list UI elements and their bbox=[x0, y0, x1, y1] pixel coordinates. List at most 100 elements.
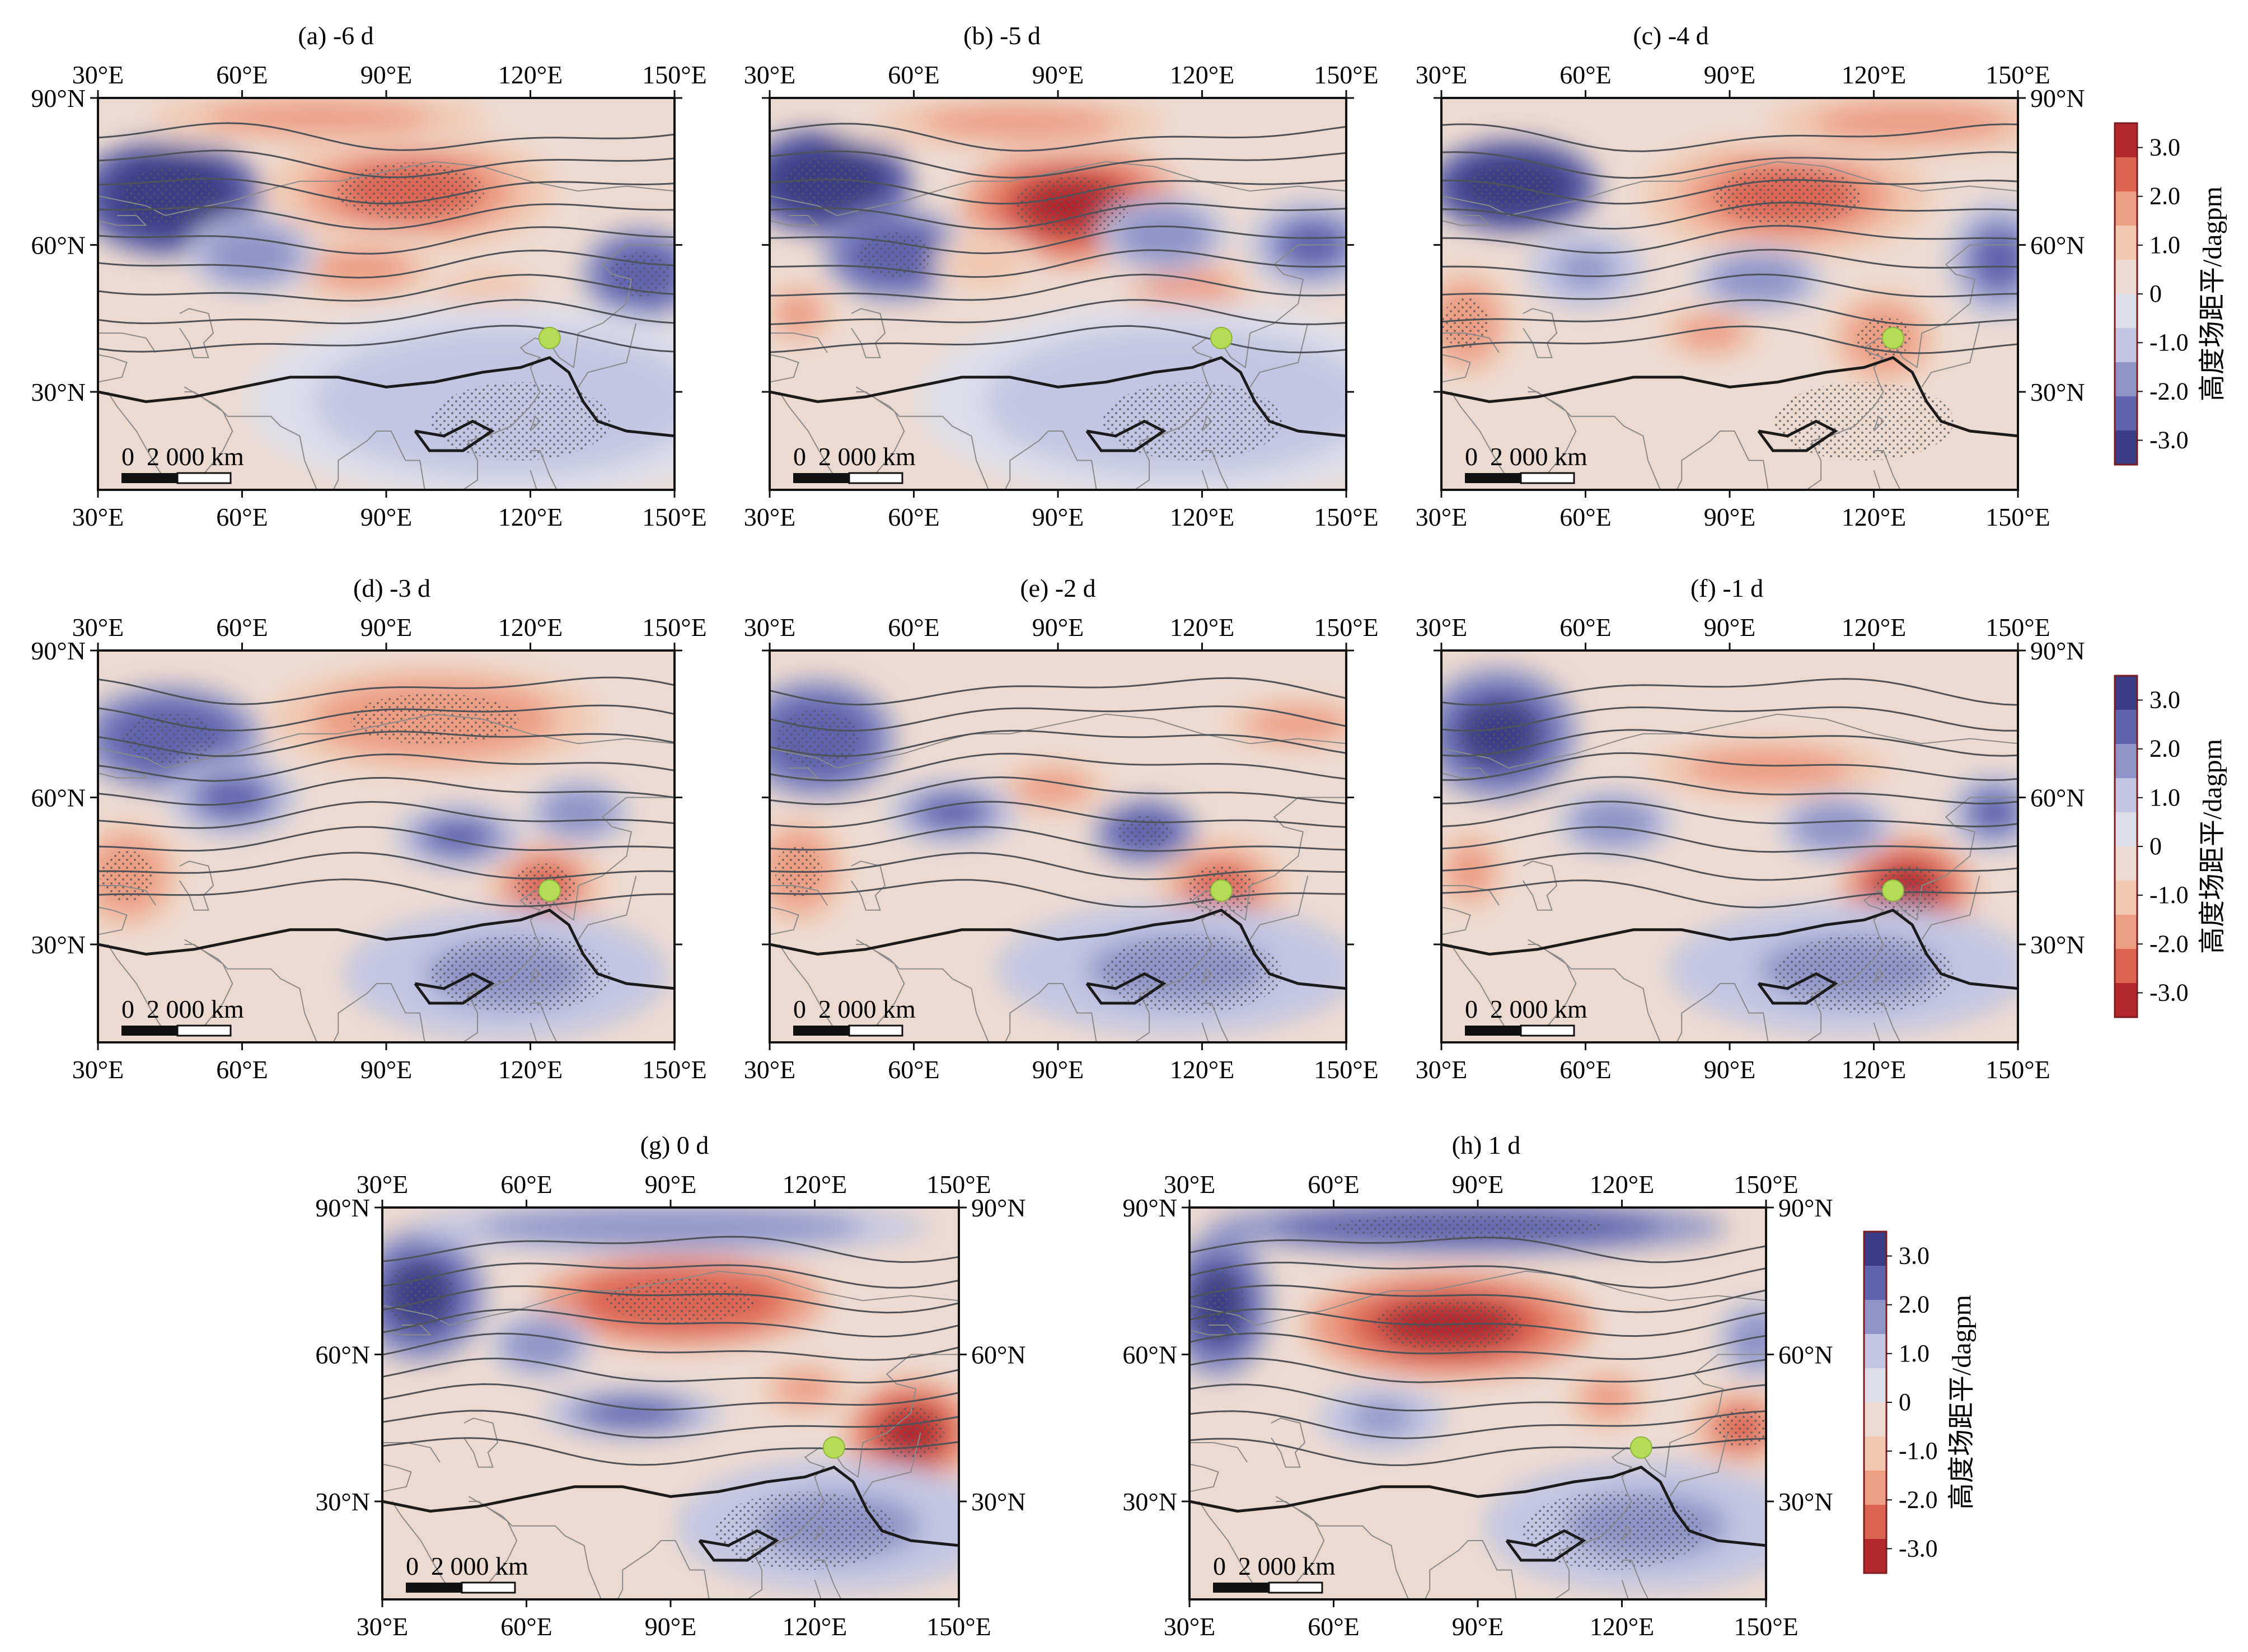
height-contour-2 bbox=[770, 179, 1346, 205]
lon-tick-label-bottom: 30°E bbox=[72, 503, 124, 531]
colorbar-title: 高度场距平/dagpm bbox=[2198, 739, 2227, 954]
lon-tick-label-bottom: 150°E bbox=[1314, 1055, 1379, 1084]
lat-tick-label-left: 60°N bbox=[315, 1341, 370, 1369]
coastline-3 bbox=[1921, 876, 1980, 940]
lon-tick-label-bottom: 60°E bbox=[1559, 1055, 1612, 1084]
coastline-6 bbox=[1201, 450, 1229, 490]
height-contour-4 bbox=[98, 226, 675, 255]
coastline-4 bbox=[1201, 967, 1213, 984]
coastline-3 bbox=[1249, 323, 1309, 387]
lon-tick-label-top: 120°E bbox=[1842, 60, 1907, 89]
anomaly-field bbox=[98, 666, 669, 1040]
colorbar-segment bbox=[2115, 226, 2137, 260]
lon-tick-label-bottom: 60°E bbox=[888, 1055, 940, 1084]
height-contour-2 bbox=[1441, 179, 2018, 205]
bold-contour-1 bbox=[1085, 419, 1167, 452]
coastlines bbox=[1441, 713, 2018, 1042]
colorbar-segment bbox=[1864, 1368, 1886, 1403]
colorbar-tick-label: -1.0 bbox=[2149, 881, 2189, 909]
colorbar-segment bbox=[2115, 294, 2137, 329]
panel-f-title: (f) -1 d bbox=[1690, 574, 1763, 602]
height-contour-3 bbox=[98, 203, 675, 230]
lat-tick-label-right: 60°N bbox=[2030, 231, 2085, 260]
panel-g: 0 2 000 km 30°E 30°E 60°E 60°E 90°E 90°E 120°E 12… bbox=[315, 1131, 1025, 1641]
panel-d-title: (d) -3 d bbox=[353, 574, 430, 602]
scale-bar: 0 2 000 km bbox=[1213, 1552, 1336, 1594]
coastline-3 bbox=[1669, 1433, 1729, 1497]
height-contour-6 bbox=[770, 826, 1346, 852]
height-contours bbox=[770, 677, 1346, 1005]
coastline-9 bbox=[1441, 767, 1491, 779]
coastlines bbox=[1189, 1270, 1766, 1599]
stipple-region-3 bbox=[1441, 298, 1489, 349]
scale-bar-label: 2 000 km bbox=[818, 442, 916, 471]
coastline-7 bbox=[1189, 1270, 1766, 1326]
lon-tick-label-top: 150°E bbox=[1734, 1170, 1799, 1199]
coastline-2 bbox=[1527, 797, 2018, 1042]
lon-tick-label-top: 30°E bbox=[357, 1170, 409, 1199]
anomaly-7-level-3 bbox=[785, 302, 812, 325]
scale-bar-zero: 0 bbox=[1465, 442, 1478, 471]
anomaly-6-level-3 bbox=[232, 243, 271, 266]
scale-bar-white bbox=[176, 472, 232, 484]
scale-bar-white bbox=[461, 1581, 516, 1594]
lon-tick-label-top: 150°E bbox=[926, 1170, 991, 1199]
lon-tick-label-top: 60°E bbox=[216, 60, 268, 89]
height-contour-2 bbox=[98, 731, 675, 757]
lon-tick-label-top: 90°E bbox=[1452, 1170, 1504, 1199]
height-contours bbox=[1189, 1237, 1766, 1562]
colorbar-segment bbox=[2115, 191, 2137, 226]
stipple-region-3 bbox=[1333, 1214, 1603, 1240]
lon-tick-label-top: 150°E bbox=[1985, 60, 2050, 89]
scale-bar-black bbox=[1465, 1026, 1521, 1036]
lon-tick-label-bottom: 30°E bbox=[357, 1612, 409, 1641]
scale-bar-zero: 0 bbox=[406, 1552, 419, 1580]
bold-contour-1 bbox=[698, 1529, 779, 1562]
stipple-region-3 bbox=[1117, 816, 1172, 848]
lon-tick-label-bottom: 30°E bbox=[1164, 1612, 1216, 1641]
anomaly-6-level-3 bbox=[1983, 242, 2015, 278]
lat-tick-label-right: 60°N bbox=[1778, 1341, 1833, 1369]
height-contour-4 bbox=[1441, 776, 2018, 805]
height-contour-8 bbox=[1189, 1438, 1766, 1466]
stipple-region-0 bbox=[123, 713, 217, 764]
stipple-region-south bbox=[1774, 934, 1954, 1013]
anomaly-5-level-3 bbox=[1745, 1328, 1766, 1352]
colorbar-tick-label: -2.0 bbox=[2149, 377, 2189, 405]
colorbar-segment bbox=[2115, 949, 2137, 984]
colorbar-tick-label: -3.0 bbox=[2149, 979, 2189, 1006]
coastline-7 bbox=[382, 1270, 959, 1326]
anomaly-5-level-3 bbox=[788, 1379, 823, 1399]
colorbar-segment bbox=[2115, 123, 2137, 158]
colorbar-tick-label: 2.0 bbox=[2149, 182, 2180, 210]
panel-c: 0 2 000 km 30°E 30°E 60°E 60°E 90°E 90°E 120°E 12… bbox=[1416, 21, 2085, 531]
lon-tick-label-top: 90°E bbox=[360, 613, 413, 642]
coastline-7 bbox=[770, 161, 1346, 217]
height-contour-8 bbox=[1441, 325, 2018, 354]
height-contour-2 bbox=[98, 177, 675, 205]
colorbar-segment bbox=[2115, 983, 2137, 1018]
lat-tick-label-left: 60°N bbox=[1122, 1341, 1177, 1369]
height-contour-0 bbox=[382, 1236, 959, 1263]
stipple-region-1 bbox=[1874, 865, 1941, 916]
lon-tick-label-bottom: 120°E bbox=[1842, 503, 1907, 531]
colorbar-segment bbox=[2115, 846, 2137, 881]
panel-g-map-body: 0 2 000 km bbox=[382, 1208, 959, 1599]
bold-contour-1 bbox=[1757, 419, 1838, 452]
coastline-7 bbox=[770, 713, 1346, 769]
scale-bar: 0 2 000 km bbox=[121, 995, 244, 1037]
panel-g-title: (g) 0 d bbox=[640, 1131, 709, 1159]
colorbar-tick-label: -1.0 bbox=[1899, 1437, 1938, 1464]
scale-bar-black bbox=[1465, 473, 1521, 483]
lon-tick-label-top: 30°E bbox=[1164, 1170, 1216, 1199]
lat-tick-label-left: 90°N bbox=[315, 1194, 370, 1222]
bold-contour-0 bbox=[770, 356, 1346, 438]
anomaly-6-level-3 bbox=[563, 802, 594, 822]
lon-tick-label-bottom: 120°E bbox=[1170, 503, 1235, 531]
colorbar-segment bbox=[2115, 812, 2137, 847]
colorbar-tick-label: -3.0 bbox=[1899, 1534, 1938, 1562]
colorbar-segment bbox=[2115, 881, 2137, 915]
panel-e-title: (e) -2 d bbox=[1020, 574, 1095, 602]
coastline-2 bbox=[855, 244, 1346, 490]
